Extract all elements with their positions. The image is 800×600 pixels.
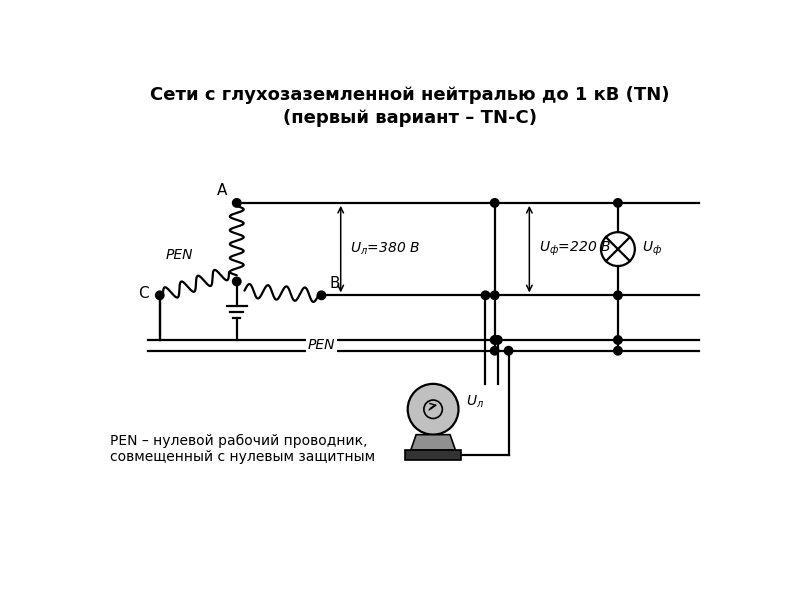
Circle shape bbox=[408, 384, 458, 434]
Text: PEN: PEN bbox=[165, 248, 193, 262]
Circle shape bbox=[614, 291, 622, 299]
Circle shape bbox=[318, 291, 326, 299]
Circle shape bbox=[155, 291, 164, 299]
Circle shape bbox=[233, 277, 241, 286]
Text: Сети с глухозаземленной нейтралью до 1 кВ (TN): Сети с глухозаземленной нейтралью до 1 к… bbox=[150, 86, 670, 104]
Circle shape bbox=[233, 199, 241, 207]
Text: $U_ф$: $U_ф$ bbox=[642, 240, 662, 258]
Text: PEN: PEN bbox=[308, 338, 335, 352]
Circle shape bbox=[614, 199, 622, 207]
Text: $U_л$: $U_л$ bbox=[466, 394, 484, 410]
Text: C: C bbox=[138, 286, 149, 301]
Text: B: B bbox=[329, 275, 340, 290]
Circle shape bbox=[614, 336, 622, 344]
Text: PEN – нулевой рабочий проводник,
совмещенный с нулевым защитным: PEN – нулевой рабочий проводник, совмеще… bbox=[110, 434, 375, 464]
Polygon shape bbox=[410, 434, 455, 450]
Text: (первый вариант – TN-C): (первый вариант – TN-C) bbox=[283, 109, 537, 127]
Circle shape bbox=[494, 336, 502, 344]
Text: A: A bbox=[217, 183, 227, 198]
Circle shape bbox=[490, 199, 499, 207]
Circle shape bbox=[490, 347, 499, 355]
Circle shape bbox=[482, 291, 490, 299]
Circle shape bbox=[614, 347, 622, 355]
Text: $U_л$=380 В: $U_л$=380 В bbox=[350, 241, 420, 257]
Text: $U_ф$=220 В: $U_ф$=220 В bbox=[538, 240, 610, 258]
Circle shape bbox=[504, 347, 513, 355]
FancyBboxPatch shape bbox=[406, 450, 461, 460]
Circle shape bbox=[490, 291, 499, 299]
Circle shape bbox=[490, 336, 499, 344]
